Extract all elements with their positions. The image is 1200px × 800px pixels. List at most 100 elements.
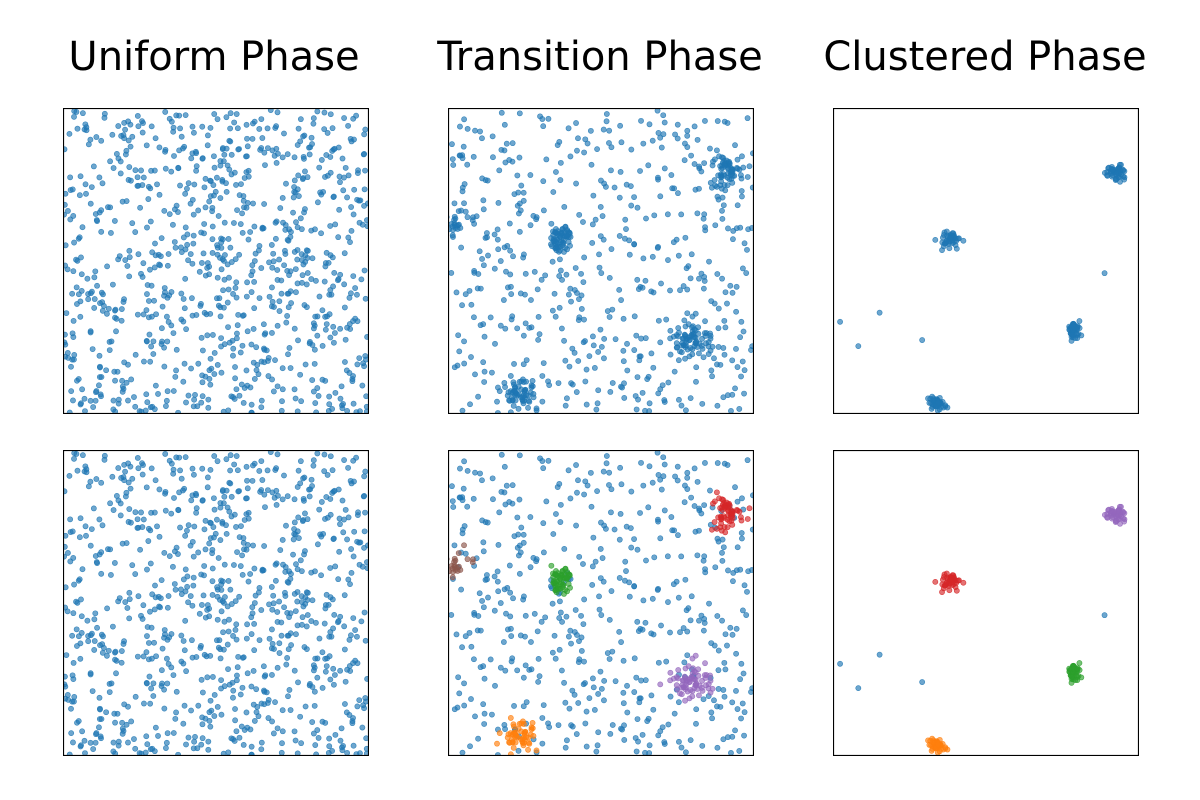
- scatter-point: [642, 335, 649, 342]
- scatter-point: [132, 571, 139, 577]
- scatter-point: [461, 181, 468, 187]
- scatter-point: [672, 473, 678, 480]
- scatter-point: [63, 262, 68, 269]
- scatter-point: [78, 629, 85, 636]
- scatter-point: [161, 292, 167, 299]
- scatter-point: [571, 349, 578, 356]
- scatter-point: [287, 268, 294, 275]
- scatter-point: [655, 174, 661, 181]
- scatter-point: [520, 674, 527, 681]
- scatter-point: [657, 193, 664, 200]
- scatter-point: [354, 703, 361, 710]
- scatter-point: [285, 693, 291, 700]
- scatter-point: [308, 569, 315, 576]
- scatter-point: [643, 215, 649, 222]
- scatter-point: [362, 637, 369, 644]
- scatter-point: [211, 713, 218, 719]
- scatter-point: [233, 728, 240, 735]
- scatter-point: [714, 703, 720, 710]
- scatter-point: [69, 672, 76, 679]
- scatter-point: [91, 647, 98, 653]
- cluster-point: [943, 579, 950, 586]
- scatter-point: [235, 653, 242, 660]
- scatter-point: [352, 315, 359, 322]
- scatter-point: [269, 264, 276, 271]
- scatter-point: [497, 322, 504, 329]
- scatter-point: [607, 388, 614, 395]
- scatter-point: [106, 689, 113, 696]
- scatter-point: [310, 320, 317, 327]
- scatter-point: [140, 462, 146, 468]
- scatter-point: [178, 632, 185, 639]
- scatter-point: [540, 123, 547, 130]
- scatter-point: [214, 637, 220, 644]
- scatter-point: [484, 519, 491, 526]
- scatter-point: [729, 631, 736, 638]
- scatter-point: [450, 504, 457, 510]
- scatter-point: [737, 334, 744, 341]
- scatter-point: [714, 744, 721, 751]
- scatter-point: [332, 563, 339, 570]
- scatter-point: [556, 273, 563, 279]
- scatter-point: [326, 653, 333, 660]
- scatter-point: [682, 482, 688, 489]
- scatter-point: [172, 715, 179, 722]
- cluster-point: [470, 214, 476, 221]
- scatter-point: [143, 142, 150, 149]
- scatter-point: [147, 266, 153, 273]
- scatter-point: [480, 197, 487, 204]
- scatter-point: [565, 633, 572, 640]
- scatter-point: [101, 110, 108, 117]
- scatter-point: [211, 506, 218, 513]
- scatter-point: [449, 483, 455, 490]
- scatter-point: [175, 506, 182, 513]
- column-title-transition: Transition Phase: [437, 34, 763, 80]
- scatter-point: [302, 361, 309, 368]
- scatter-point: [256, 295, 263, 301]
- scatter-point: [152, 252, 159, 259]
- scatter-point: [219, 256, 226, 263]
- scatter-point: [329, 254, 336, 261]
- scatter-point: [295, 193, 302, 200]
- scatter-point: [650, 289, 657, 296]
- scatter-point: [319, 376, 326, 383]
- scatter-point: [185, 599, 191, 606]
- scatter-point: [250, 200, 256, 207]
- scatter-point: [315, 735, 322, 741]
- scatter-point: [293, 219, 299, 226]
- scatter-point: [511, 361, 517, 367]
- scatter-point: [173, 688, 180, 695]
- scatter-point: [466, 287, 473, 294]
- scatter-point: [165, 593, 172, 599]
- scatter-point: [528, 639, 534, 645]
- scatter-point: [199, 347, 206, 354]
- scatter-point: [552, 655, 559, 662]
- scatter-point: [295, 535, 302, 542]
- scatter-point: [138, 408, 145, 414]
- scatter-point: [247, 229, 254, 235]
- scatter-point: [101, 452, 108, 459]
- scatter-point: [555, 722, 562, 729]
- scatter-point: [220, 304, 227, 311]
- scatter-point: [458, 586, 465, 593]
- scatter-point: [232, 256, 239, 263]
- scatter-point: [208, 707, 215, 714]
- scatter-point: [336, 548, 343, 555]
- scatter-point: [201, 572, 207, 579]
- scatter-point: [92, 397, 99, 404]
- cluster-point: [960, 579, 967, 586]
- scatter-point: [361, 473, 368, 480]
- scatter-point: [303, 623, 310, 630]
- scatter-point: [514, 667, 521, 674]
- cluster-point: [682, 323, 689, 330]
- scatter-point: [258, 265, 265, 271]
- scatter-point: [181, 702, 188, 709]
- scatter-point: [520, 189, 527, 196]
- scatter-point: [603, 111, 610, 117]
- scatter-point: [224, 641, 231, 648]
- scatter-point: [71, 351, 78, 358]
- scatter-point: [623, 181, 630, 188]
- scatter-point: [172, 586, 179, 593]
- scatter-point: [113, 670, 119, 677]
- scatter-point: [714, 271, 721, 277]
